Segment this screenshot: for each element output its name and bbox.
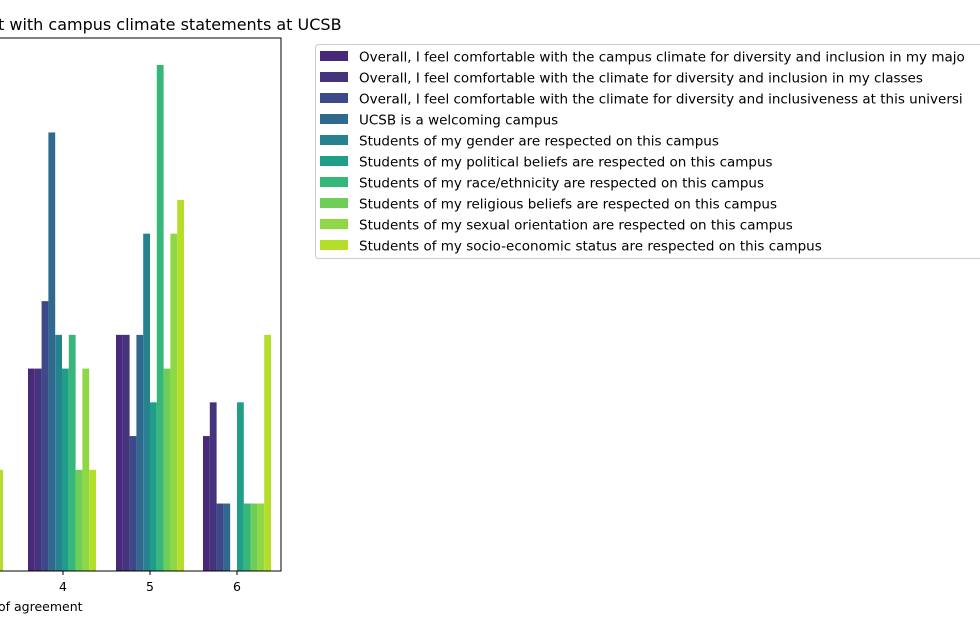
bar-4-series-6 [62,368,69,571]
legend-label-5: Students of my gender are respected on t… [359,134,719,150]
legend-label-7: Students of my race/ethnicity are respec… [359,176,764,192]
bar-5-series-10 [177,199,184,572]
x-axis-label: of agreement [0,599,83,614]
legend-label-4: UCSB is a welcoming campus [359,113,558,129]
bar-6-series-1 [203,436,210,571]
legend-swatch-9 [320,219,348,229]
legend-swatch-4 [320,114,348,124]
legend-swatch-3 [320,93,348,103]
legend-label-3: Overall, I feel comfortable with the cli… [359,92,963,108]
bar-5-series-1 [116,334,123,571]
bar-5-series-5 [143,233,150,571]
legend-swatch-10 [320,240,348,250]
bar-4-series-1 [28,368,35,571]
chart-title: t with campus climate statements at UCSB [0,15,342,34]
bar-5-series-9 [170,233,178,571]
bar-6-series-6 [237,402,244,571]
bar-3-series-10 [0,469,4,571]
legend-swatch-2 [320,72,348,82]
bar-4-series-8 [75,469,83,571]
bar-6-series-9 [257,503,265,571]
bar-4-series-7 [68,334,76,571]
x-tick-label-5: 5 [146,579,154,594]
legend-label-6: Students of my political beliefs are res… [359,155,773,171]
bar-6-series-4 [223,503,231,571]
legend: Overall, I feel comfortable with the cam… [315,44,980,259]
bar-4-series-5 [55,334,62,571]
legend-swatch-1 [320,51,348,61]
legend-frame [315,44,980,259]
bar-5-series-4 [136,334,144,571]
legend-label-8: Students of my religious beliefs are res… [359,197,777,213]
x-tick-label-4: 4 [59,579,67,594]
bar-4-series-4 [48,132,56,571]
bar-6-series-2 [209,402,217,571]
bar-4-series-3 [41,301,49,571]
legend-swatch-7 [320,177,348,187]
bar-5-series-7 [156,64,164,572]
bar-6-series-8 [250,503,258,571]
bar-5-series-2 [122,334,130,571]
bar-6-series-3 [216,503,224,571]
bar-5-series-3 [129,436,137,571]
bar-5-series-6 [150,402,157,571]
legend-swatch-5 [320,135,348,145]
x-ticks: 4 5 6 [59,571,241,594]
bar-4-series-9 [82,368,90,571]
bar-6-series-10 [264,334,271,571]
legend-label-2: Overall, I feel comfortable with the cli… [359,71,923,87]
axes-frame [0,37,282,572]
legend-label-10: Students of my socio-economic status are… [359,239,822,255]
bars-layer [0,64,271,572]
bar-4-series-2 [34,368,42,571]
legend-label-1: Overall, I feel comfortable with the cam… [359,50,965,66]
legend-swatch-8 [320,198,348,208]
legend-label-9: Students of my sexual orientation are re… [359,218,793,234]
bar-4-series-10 [89,469,96,571]
bar-5-series-8 [163,368,171,571]
x-tick-label-6: 6 [233,579,241,594]
legend-swatch-6 [320,156,348,166]
bar-6-series-7 [243,503,251,571]
